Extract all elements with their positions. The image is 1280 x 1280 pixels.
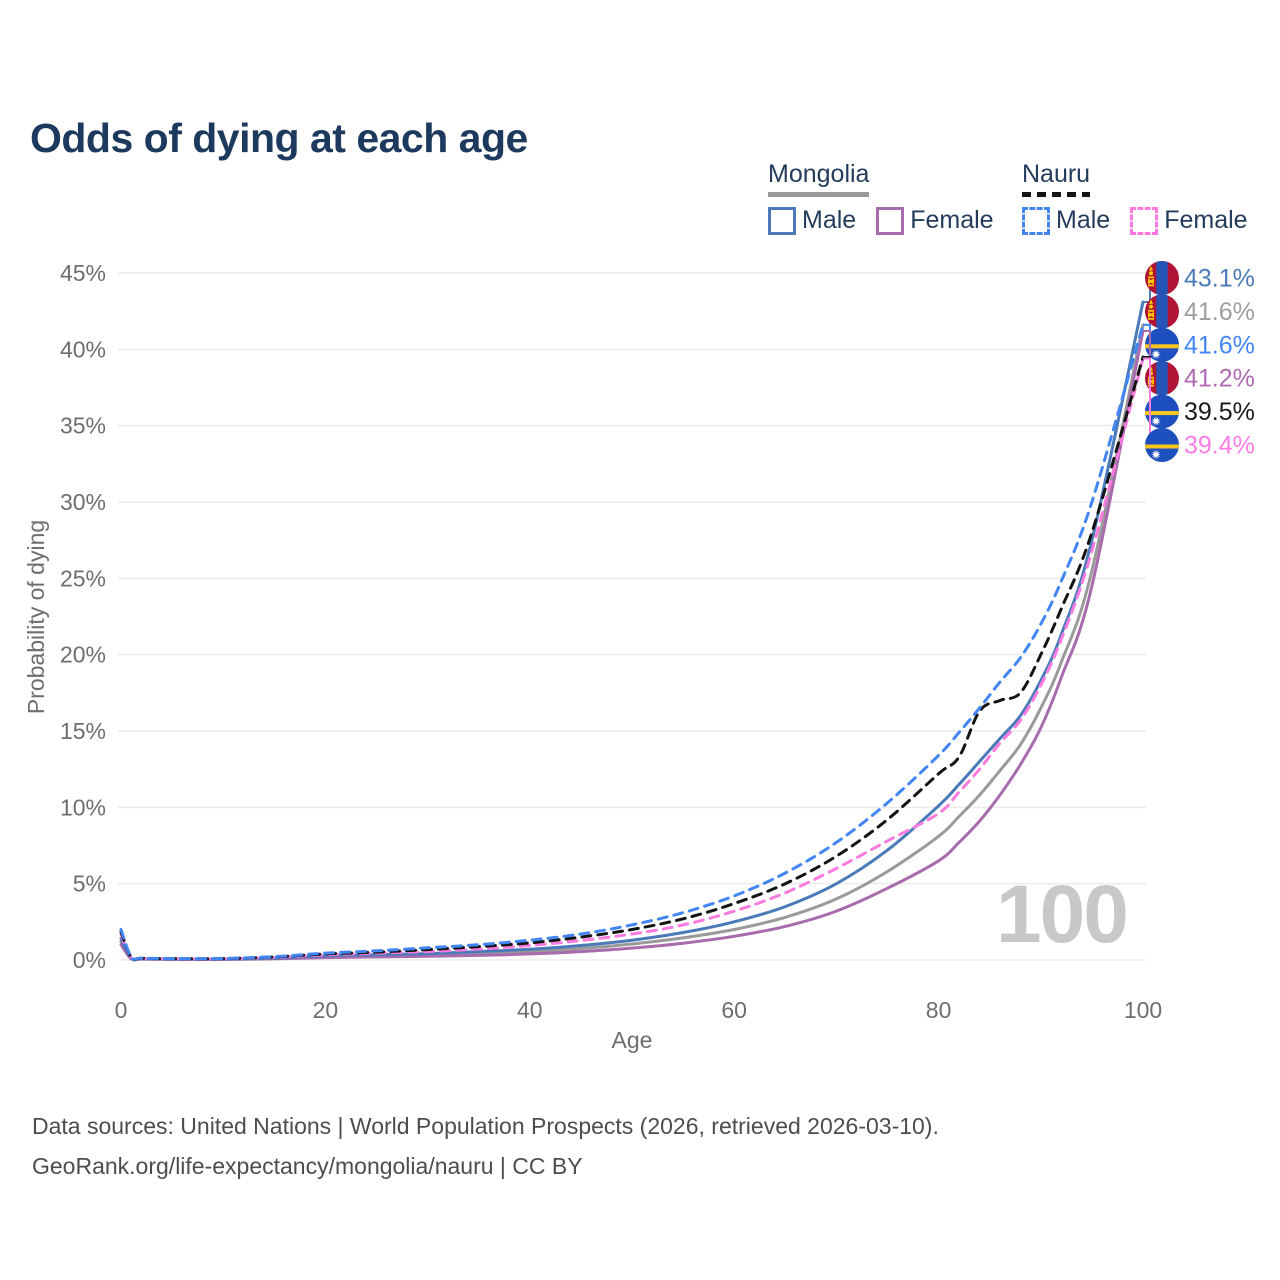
y-tick-label: 45% bbox=[60, 260, 106, 286]
legend-item-nauru-male[interactable]: Male bbox=[1022, 206, 1110, 235]
end-value-label: 41.2% bbox=[1184, 365, 1255, 393]
series-line-mongolia-male[interactable] bbox=[119, 300, 1145, 962]
nauru-flag-icon bbox=[1145, 428, 1179, 462]
end-label-mongolia-female[interactable]: 41.2% bbox=[1145, 361, 1255, 396]
footer-source-line-1: Data sources: United Nations | World Pop… bbox=[32, 1113, 939, 1139]
y-tick-label: 25% bbox=[60, 565, 106, 591]
end-label-mongolia-both-sexes[interactable]: 41.6% bbox=[1145, 294, 1255, 329]
legend-item-mongolia-female[interactable]: Female bbox=[876, 206, 994, 235]
legend-country-mongolia[interactable]: Mongolia bbox=[768, 160, 870, 197]
nauru-female-label: Female bbox=[1164, 206, 1248, 234]
end-value-label: 41.6% bbox=[1184, 331, 1255, 359]
footer: Data sources: United Nations | World Pop… bbox=[32, 1106, 939, 1186]
series-line-mongolia-both-sexes[interactable] bbox=[119, 323, 1145, 962]
end-value-label: 43.1% bbox=[1184, 265, 1255, 293]
legend-country-mongolia-label: Mongolia bbox=[768, 160, 870, 188]
end-value-label: 39.4% bbox=[1184, 432, 1255, 460]
mongolia-male-swatch-icon bbox=[768, 206, 796, 235]
y-tick-label: 20% bbox=[60, 642, 106, 668]
y-tick-label: 0% bbox=[73, 947, 106, 973]
end-label-nauru-male[interactable]: 41.6% bbox=[1145, 327, 1255, 362]
series-line-nauru-both-sexes[interactable] bbox=[119, 355, 1145, 961]
mongolia-female-swatch-icon bbox=[876, 206, 905, 235]
end-value-label: 39.5% bbox=[1184, 398, 1255, 426]
y-tick-label: 10% bbox=[60, 794, 106, 820]
nauru-line-style-swatch bbox=[1022, 192, 1091, 197]
x-tick-label: 0 bbox=[115, 997, 128, 1023]
y-tick-label: 15% bbox=[60, 718, 106, 744]
footer-source-line-2: GeoRank.org/life-expectancy/mongolia/nau… bbox=[32, 1153, 583, 1179]
x-tick-label: 20 bbox=[313, 997, 339, 1023]
mongolia-flag-icon bbox=[1145, 261, 1179, 295]
legend-group-mongolia: Mongolia Male Female bbox=[768, 160, 994, 235]
x-tick-label: 60 bbox=[721, 997, 747, 1023]
legend-item-mongolia-male[interactable]: Male bbox=[768, 206, 856, 235]
x-tick-label: 80 bbox=[926, 997, 952, 1023]
legend-group-nauru: Nauru Male Female bbox=[1022, 160, 1248, 235]
nauru-female-swatch-icon bbox=[1130, 206, 1159, 235]
legend-country-nauru[interactable]: Nauru bbox=[1022, 160, 1091, 197]
y-axis-title: Probability of dying bbox=[23, 520, 49, 714]
series-line-nauru-male[interactable] bbox=[119, 323, 1145, 961]
x-axis-title: Age bbox=[612, 1027, 653, 1053]
mongolia-flag-icon bbox=[1145, 294, 1179, 329]
end-label-mongolia-male[interactable]: 43.1% bbox=[1145, 261, 1255, 295]
y-tick-label: 30% bbox=[60, 489, 106, 515]
end-label-nauru-female[interactable]: 39.4% bbox=[1145, 428, 1255, 462]
nauru-male-swatch-icon bbox=[1022, 206, 1050, 235]
mongolia-line-style-swatch bbox=[768, 192, 870, 197]
mongolia-female-label: Female bbox=[910, 206, 994, 234]
end-label-nauru-both-sexes[interactable]: 39.5% bbox=[1145, 394, 1255, 429]
y-tick-label: 5% bbox=[73, 871, 106, 897]
legend-country-nauru-label: Nauru bbox=[1022, 160, 1091, 188]
series-line-nauru-female[interactable] bbox=[119, 357, 1145, 962]
y-tick-label: 40% bbox=[60, 336, 106, 362]
mongolia-male-label: Male bbox=[802, 206, 857, 234]
end-value-label: 41.6% bbox=[1184, 298, 1255, 326]
y-tick-label: 35% bbox=[60, 413, 106, 439]
nauru-male-label: Male bbox=[1056, 206, 1111, 234]
legend-item-nauru-female[interactable]: Female bbox=[1130, 206, 1248, 235]
x-tick-label: 100 bbox=[1124, 997, 1162, 1023]
x-tick-label: 40 bbox=[517, 997, 543, 1023]
page-title: Odds of dying at each age bbox=[30, 115, 528, 162]
